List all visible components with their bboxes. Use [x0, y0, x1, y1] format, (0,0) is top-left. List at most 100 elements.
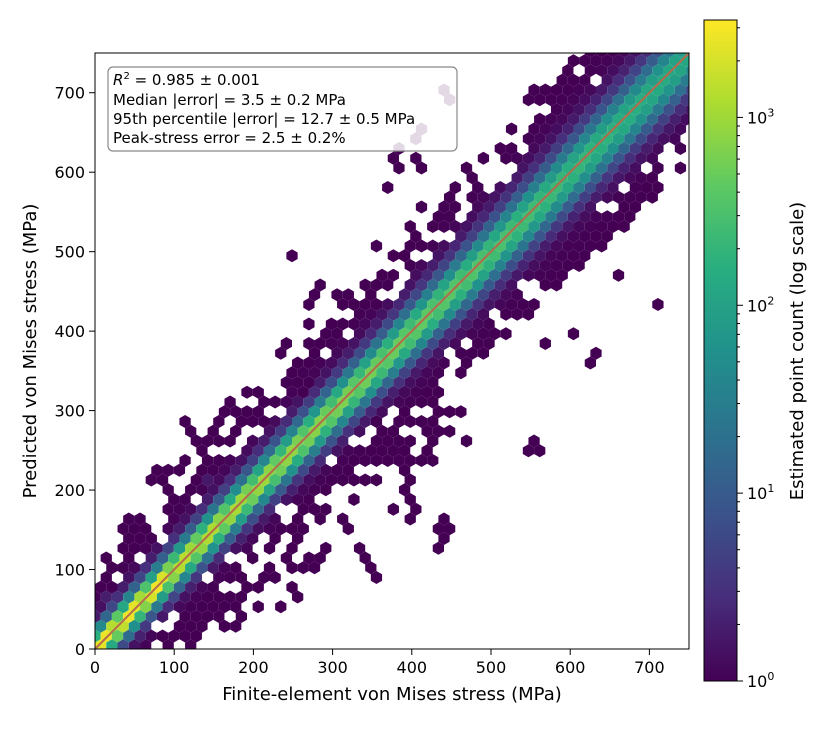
hex-cell — [241, 502, 253, 516]
r2-value: = 0.985 ± 0.001 — [130, 71, 260, 89]
hex-cell — [432, 210, 445, 224]
hex-cell — [218, 483, 231, 497]
hex-cell — [207, 561, 219, 575]
hex-cell — [607, 161, 619, 175]
hex-cell — [382, 278, 394, 292]
hex-cell — [477, 249, 490, 263]
hex-cell — [483, 337, 495, 350]
hex-cell — [230, 483, 242, 497]
hex-cell — [528, 122, 540, 136]
x-tick-label: 700 — [634, 658, 665, 677]
hex-cell — [382, 376, 394, 389]
hex-cell — [528, 181, 540, 194]
hex-cell — [669, 132, 681, 146]
hex-cell — [348, 337, 360, 350]
hex-cell — [607, 142, 619, 155]
hex-cell — [596, 122, 608, 136]
hex-cell — [185, 561, 197, 575]
hex-cell — [173, 619, 186, 633]
hex-cell — [556, 229, 568, 243]
hex-cell — [382, 356, 394, 370]
hex-cell — [646, 54, 658, 68]
hex-cell — [275, 346, 287, 360]
hex-cell — [652, 64, 664, 77]
hex-cell — [427, 317, 439, 331]
hex-cell — [669, 93, 681, 107]
hex-cell — [477, 288, 490, 302]
hex-cell — [466, 171, 478, 185]
hex-cell — [590, 210, 602, 224]
hex-cell — [618, 200, 630, 214]
hex-cell — [359, 278, 371, 292]
hex-cell — [185, 580, 197, 594]
hex-cell — [629, 64, 642, 77]
hex-cell — [320, 385, 332, 399]
hex-cell — [365, 444, 377, 458]
hex-cell — [601, 93, 613, 107]
hex-cell — [624, 132, 636, 146]
hex-cell — [449, 298, 461, 311]
hex-cell — [331, 444, 343, 458]
hex-cell — [483, 278, 495, 292]
hex-cell — [213, 551, 225, 565]
hex-cell — [269, 454, 281, 467]
hex-cell — [258, 571, 270, 584]
hex-cell — [641, 122, 653, 136]
hex-cell — [500, 327, 512, 341]
hex-cell — [505, 278, 518, 292]
hex-cell — [179, 493, 191, 506]
hex-cell — [652, 103, 664, 116]
hex-cell — [280, 493, 293, 506]
hex-cell — [275, 444, 287, 458]
hex-cell — [517, 239, 529, 253]
hex-cell — [472, 278, 484, 292]
hex-cell — [292, 356, 304, 370]
y-tick-label: 500 — [54, 243, 85, 262]
hex-cell — [168, 551, 180, 565]
hex-cell — [612, 54, 625, 68]
hex-cell — [393, 161, 405, 175]
hex-cell — [156, 473, 169, 487]
hex-cell — [246, 551, 259, 565]
hex-cell — [641, 53, 653, 58]
hex-cell — [185, 522, 197, 536]
hex-cell — [162, 483, 174, 497]
hex-cell — [449, 317, 461, 331]
hex-cell — [460, 298, 473, 311]
hex-cell — [128, 561, 141, 575]
hex-cell — [522, 307, 535, 321]
hex-cell — [241, 463, 253, 477]
hex-cell — [258, 415, 270, 428]
hex-cell — [95, 580, 107, 594]
hex-cell — [421, 366, 433, 380]
hex-cell — [156, 629, 169, 643]
hex-cell — [359, 376, 371, 389]
hex-cell — [111, 629, 124, 643]
hex-cell — [579, 132, 591, 146]
hex-cell — [579, 229, 591, 243]
hex-cell — [545, 210, 557, 224]
hex-cell — [387, 249, 399, 263]
hex-cell — [134, 512, 146, 526]
hex-cell — [522, 151, 535, 165]
hex-cell — [190, 571, 202, 584]
hex-cell — [393, 376, 405, 389]
hex-cell — [196, 619, 208, 633]
hex-cell — [224, 590, 236, 604]
hex-cell — [303, 415, 315, 428]
hex-cell — [489, 190, 501, 204]
hex-cell — [652, 298, 664, 311]
hex-cell — [185, 639, 197, 649]
hex-cell — [584, 239, 596, 253]
hex-cell — [517, 200, 529, 214]
hex-cell — [528, 161, 540, 175]
hex-cell — [297, 405, 309, 419]
hex-cell — [410, 229, 422, 243]
hex-cell — [168, 532, 180, 545]
hex-cell — [410, 151, 422, 165]
hex-cell — [539, 239, 551, 253]
hex-cell — [286, 249, 298, 263]
hex-cell — [590, 112, 602, 126]
hex-cell — [297, 502, 309, 516]
hex-cell — [455, 366, 467, 380]
